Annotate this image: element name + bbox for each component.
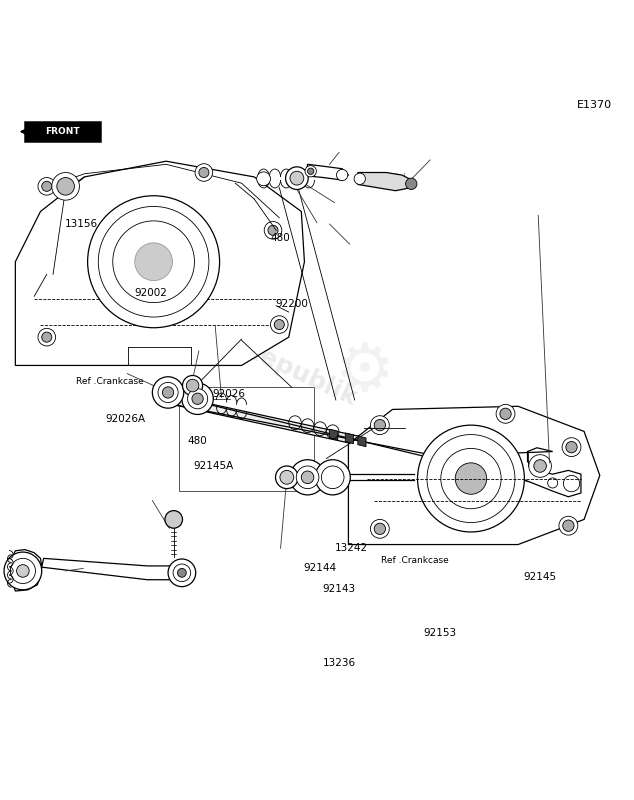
Circle shape xyxy=(158,382,178,402)
Circle shape xyxy=(566,442,577,453)
Circle shape xyxy=(135,243,172,281)
Circle shape xyxy=(199,167,209,178)
Circle shape xyxy=(276,466,298,489)
Circle shape xyxy=(152,377,184,408)
Circle shape xyxy=(441,448,501,509)
Circle shape xyxy=(315,460,351,495)
Circle shape xyxy=(455,463,487,494)
Circle shape xyxy=(98,206,209,317)
Circle shape xyxy=(307,168,314,174)
Circle shape xyxy=(563,520,574,531)
Text: 13156: 13156 xyxy=(65,219,98,229)
Polygon shape xyxy=(42,558,185,580)
Circle shape xyxy=(4,552,42,590)
Circle shape xyxy=(406,178,417,190)
Text: 92026A: 92026A xyxy=(105,414,145,424)
Circle shape xyxy=(418,425,524,532)
Circle shape xyxy=(192,393,204,404)
Circle shape xyxy=(188,389,208,409)
Circle shape xyxy=(290,460,325,495)
Text: 92200: 92200 xyxy=(275,299,308,309)
Polygon shape xyxy=(349,406,600,545)
Circle shape xyxy=(275,319,284,330)
Circle shape xyxy=(500,408,511,419)
Text: Ref .Crankcase: Ref .Crankcase xyxy=(75,377,143,386)
Circle shape xyxy=(370,416,389,434)
Text: ⚙: ⚙ xyxy=(334,338,394,405)
Polygon shape xyxy=(12,550,42,591)
Circle shape xyxy=(370,519,389,538)
Text: 92143: 92143 xyxy=(323,583,356,594)
Text: 92002: 92002 xyxy=(134,288,167,298)
Circle shape xyxy=(268,226,278,235)
Circle shape xyxy=(57,178,74,195)
Circle shape xyxy=(354,173,365,185)
Circle shape xyxy=(374,523,385,534)
Polygon shape xyxy=(358,173,415,190)
Circle shape xyxy=(173,564,191,582)
Text: 92145A: 92145A xyxy=(193,461,233,471)
Text: 13242: 13242 xyxy=(335,542,368,553)
Bar xyxy=(179,387,314,491)
Circle shape xyxy=(182,383,213,414)
Circle shape xyxy=(280,470,294,484)
Circle shape xyxy=(257,172,271,186)
Circle shape xyxy=(271,316,288,334)
FancyBboxPatch shape xyxy=(25,122,100,141)
Circle shape xyxy=(38,328,56,346)
Circle shape xyxy=(186,379,199,392)
Text: PartsRepublik: PartsRepublik xyxy=(172,306,361,412)
Polygon shape xyxy=(358,436,366,446)
Circle shape xyxy=(562,438,581,457)
Circle shape xyxy=(113,221,195,302)
Polygon shape xyxy=(505,448,581,497)
Circle shape xyxy=(178,569,186,578)
Circle shape xyxy=(534,460,547,472)
Circle shape xyxy=(162,387,174,398)
Text: 92144: 92144 xyxy=(304,563,337,574)
Circle shape xyxy=(52,173,79,200)
Text: 13236: 13236 xyxy=(323,658,356,668)
Circle shape xyxy=(564,475,579,492)
Circle shape xyxy=(301,471,314,483)
Polygon shape xyxy=(15,161,304,366)
Circle shape xyxy=(165,510,183,528)
Circle shape xyxy=(427,434,515,522)
Circle shape xyxy=(290,171,304,185)
Circle shape xyxy=(285,167,308,190)
Circle shape xyxy=(168,559,196,586)
Text: 480: 480 xyxy=(188,436,207,446)
Circle shape xyxy=(529,454,552,478)
Circle shape xyxy=(496,404,515,423)
Text: 92145: 92145 xyxy=(524,572,557,582)
Text: 92026: 92026 xyxy=(212,389,245,398)
Text: E1370: E1370 xyxy=(577,100,612,110)
Polygon shape xyxy=(306,164,349,180)
Circle shape xyxy=(38,178,56,195)
Circle shape xyxy=(10,558,36,583)
Circle shape xyxy=(195,164,212,182)
Circle shape xyxy=(321,466,344,489)
Polygon shape xyxy=(346,433,353,444)
Circle shape xyxy=(305,166,316,177)
Circle shape xyxy=(296,466,319,489)
Text: FRONT: FRONT xyxy=(45,126,80,135)
Circle shape xyxy=(42,332,52,342)
Circle shape xyxy=(264,222,281,239)
Polygon shape xyxy=(169,395,556,488)
Polygon shape xyxy=(330,429,338,440)
Circle shape xyxy=(87,196,219,328)
Circle shape xyxy=(548,478,558,488)
Circle shape xyxy=(337,170,348,181)
Circle shape xyxy=(183,375,203,396)
Circle shape xyxy=(16,565,29,578)
Circle shape xyxy=(42,182,52,191)
Circle shape xyxy=(374,419,385,430)
Circle shape xyxy=(559,516,578,535)
Text: 92153: 92153 xyxy=(423,627,456,638)
Text: 480: 480 xyxy=(271,233,290,243)
Text: Ref .Crankcase: Ref .Crankcase xyxy=(380,556,448,565)
